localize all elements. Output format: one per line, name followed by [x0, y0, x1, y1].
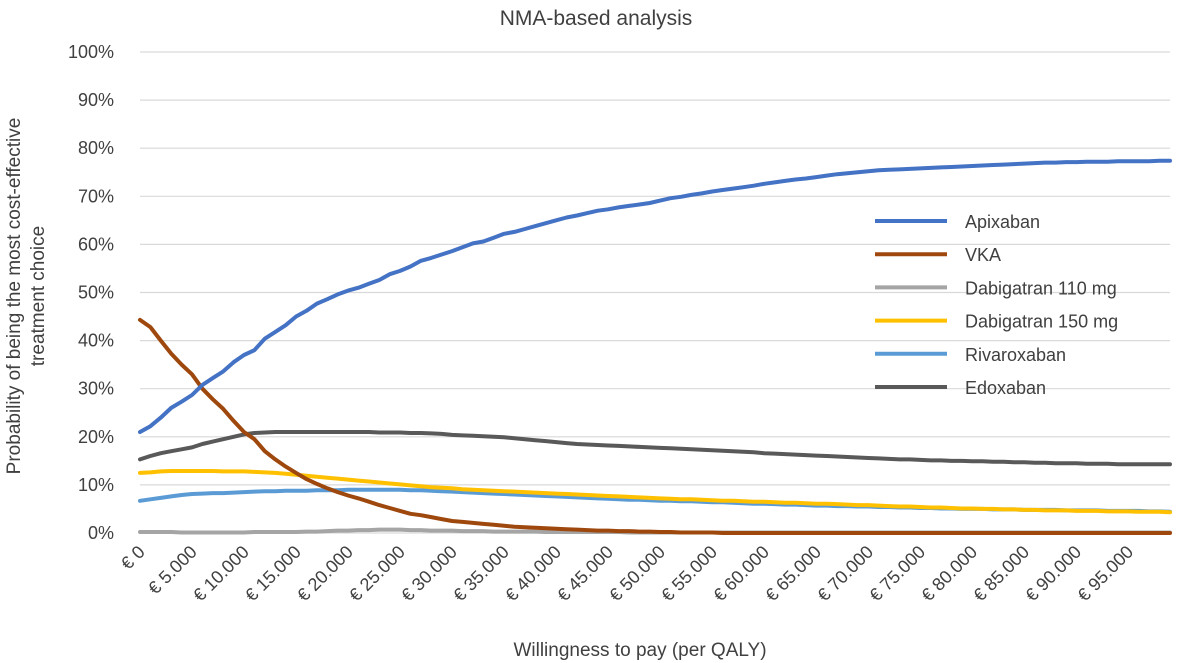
x-tick-label: € 90.000: [1021, 542, 1085, 606]
x-tick-label: € 65.000: [761, 542, 825, 606]
y-tick-label: 10%: [78, 475, 114, 495]
legend-label: Apixaban: [965, 212, 1040, 232]
series-line-vka: [138, 317, 1172, 535]
x-tick-label: € 25.000: [345, 542, 409, 606]
x-tick-label: € 0: [117, 542, 149, 574]
x-tick-label: € 60.000: [709, 542, 773, 606]
y-tick-label: 80%: [78, 138, 114, 158]
legend-label: Edoxaban: [965, 378, 1046, 398]
series-line-dabigatran-150-mg: [138, 469, 1172, 515]
y-tick-label: 30%: [78, 379, 114, 399]
legend-label: Rivaroxaban: [965, 345, 1066, 365]
x-tick-label: € 40.000: [501, 542, 565, 606]
gridlines: [140, 51, 1170, 534]
legend-label: Dabigatran 150 mg: [965, 312, 1118, 332]
y-tick-label: 70%: [78, 186, 114, 206]
x-tick-label: € 75.000: [865, 542, 929, 606]
y-tick-label: 50%: [78, 283, 114, 303]
x-axis-ticks: € 0€ 5.000€ 10.000€ 15.000€ 20.000€ 25.0…: [117, 542, 1137, 606]
y-tick-label: 20%: [78, 427, 114, 447]
y-tick-label: 90%: [78, 90, 114, 110]
legend-label: VKA: [965, 245, 1001, 265]
x-tick-label: € 45.000: [553, 542, 617, 606]
y-axis-title-line-2: treatment choice: [28, 226, 49, 366]
x-tick-label: € 55.000: [657, 542, 721, 606]
x-tick-label: € 35.000: [449, 542, 513, 606]
x-tick-label: € 85.000: [969, 542, 1033, 606]
legend: Apixaban VKA Dabigatran 110 mg Dabigatran 1…: [875, 212, 1118, 398]
x-tick-label: € 15.000: [241, 542, 305, 606]
y-tick-label: 100%: [68, 42, 114, 62]
x-tick-label: € 95.000: [1074, 542, 1138, 606]
x-tick-label: € 80.000: [917, 542, 981, 606]
y-axis-ticks: 0% 10% 20% 30% 40% 50% 60% 70% 80% 90% 100%: [68, 42, 114, 543]
chart-title: NMA-based analysis: [500, 7, 693, 30]
series-lines: [138, 158, 1172, 535]
y-tick-label: 40%: [78, 331, 114, 351]
series-line-edoxaban: [138, 430, 1172, 467]
x-tick-label: € 70.000: [813, 542, 877, 606]
series-line-apixaban: [138, 158, 1172, 434]
x-tick-label: € 10.000: [189, 542, 253, 606]
y-axis-title-line-1: Probability of being the most cost-effec…: [4, 118, 25, 475]
y-tick-label: 60%: [78, 234, 114, 254]
x-tick-label: € 50.000: [605, 542, 669, 606]
x-tick-label: € 20.000: [293, 542, 357, 606]
x-axis-title: Willingness to pay (per QALY): [513, 640, 766, 661]
legend-label: Dabigatran 110 mg: [965, 278, 1117, 298]
x-tick-label: € 30.000: [397, 542, 461, 606]
y-tick-label: 0%: [88, 523, 114, 543]
